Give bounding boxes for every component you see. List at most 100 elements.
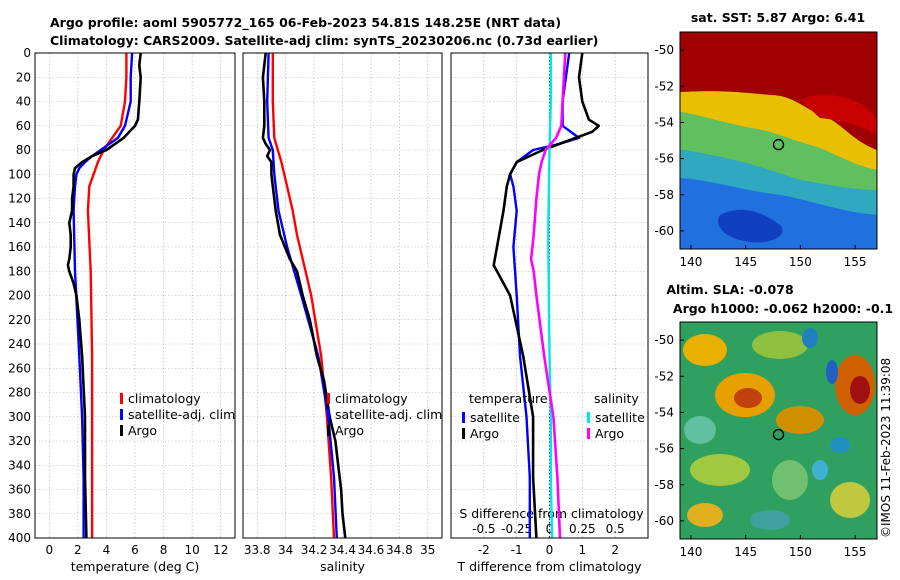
x-tick-label: -1 [511,543,523,557]
x-tick-label: 34.2 [301,543,328,557]
y-tick-label: 380 [8,507,31,521]
series-climatology [271,53,336,539]
map-x-tick-label: 145 [734,545,757,559]
map-y-tick-label: -56 [654,152,674,166]
x-tick-label: 0 [546,543,554,557]
map-y-tick-label: -52 [654,79,674,93]
x-tick-label: 0 [45,543,53,557]
map-y-tick-label: -60 [654,514,674,528]
map-x-tick-label: 155 [844,545,867,559]
y-tick-label: 280 [8,386,31,400]
series-satellite-adj-clim [72,52,134,538]
map-y-tick-label: -54 [654,405,674,419]
map-y-tick-label: -54 [654,115,674,129]
sla-map-title-1: Altim. SLA: -0.078 [666,282,793,297]
s-tick-label: 0.25 [569,522,596,536]
legend-swatch [327,393,330,404]
sst-map-title: sat. SST: 5.87 Argo: 6.41 [691,10,865,25]
temperature-panel: 0204060801001201401601802002202402602803… [8,46,236,574]
sla-map: Altim. SLA: -0.078 Argo h1000: -0.062 h2… [654,282,893,559]
y-tick-label: 80 [16,143,31,157]
series-argo [66,52,142,539]
x-tick-label: 12 [213,543,228,557]
map-y-tick-label: -58 [654,478,674,492]
x-tick-label: 34.6 [358,543,385,557]
x-tick-label: 35 [420,543,435,557]
map-x-tick-label: 145 [734,255,757,269]
y-tick-label: 360 [8,483,31,497]
y-tick-label: 100 [8,167,31,181]
map-y-tick-label: -50 [654,333,674,347]
x-axis-label: salinity [320,559,365,574]
x-tick-label: 8 [160,543,168,557]
sla-argo-marker [772,428,785,441]
x-tick-label: 1 [579,543,587,557]
x-tick-label: 33.8 [244,543,271,557]
series-climatology [86,53,128,538]
x-tick-label: 2 [74,543,82,557]
y-tick-label: 20 [16,70,31,84]
legend-swatch [462,412,465,423]
y-tick-label: 160 [8,240,31,254]
s-tick-label: -0.5 [472,522,495,536]
legend-swatch [120,425,123,436]
legend-label: climatology [128,391,201,406]
map-x-tick-label: 140 [679,545,702,559]
y-tick-label: 180 [8,264,31,278]
y-tick-label: 220 [8,313,31,327]
legend-label: Argo [470,426,499,441]
legend-title-salinity: salinity [594,391,639,406]
y-tick-label: 400 [8,531,31,545]
series-s-argo [529,52,567,539]
s-tick-label: 0.5 [606,522,625,536]
x-tick-label: 34.8 [386,543,413,557]
legend-swatch [462,428,465,439]
y-tick-label: 140 [8,216,31,230]
legend-swatch [327,409,330,420]
legend-label: satellite-adj. clim [335,407,442,422]
legend-swatch [587,428,590,439]
legend-label: climatology [335,391,408,406]
sst-argo-marker [772,138,785,151]
legend-label: satellite [470,410,520,425]
x-axis-label: T difference from climatology [456,559,642,574]
timestamp: ©IMOS 11-Feb-2023 11:39:08 [879,358,893,538]
map-y-tick-label: -60 [654,224,674,238]
y-tick-label: 260 [8,361,31,375]
series-argo [261,52,347,539]
x-tick-label: 4 [103,543,111,557]
y-tick-label: 200 [8,289,31,303]
legend-swatch [587,412,590,423]
map-x-tick-label: 150 [789,255,812,269]
y-tick-label: 320 [8,434,31,448]
map-y-tick-label: -58 [654,188,674,202]
map-y-tick-label: -50 [654,43,674,57]
salinity-panel: 33.8 34 34.2 34.4 34.6 34.8 35 salinity climatol… [242,52,443,574]
legend-swatch [120,393,123,404]
y-tick-label: 40 [16,95,31,109]
legend-label: Argo [335,423,364,438]
map-x-tick-label: 140 [679,255,702,269]
map-x-tick-label: 155 [844,255,867,269]
legend-label: Argo [595,426,624,441]
x-axis-label: temperature (deg C) [71,559,200,574]
y-tick-label: 240 [8,337,31,351]
y-tick-label: 300 [8,410,31,424]
legend-swatch [120,409,123,420]
y-tick-label: 340 [8,458,31,472]
title-line2: Climatology: CARS2009. Satellite-adj cli… [50,33,598,49]
y-tick-label: 120 [8,192,31,206]
sla-map-title-2: Argo h1000: -0.062 h2000: -0.1 [673,301,893,316]
map-y-tick-label: -52 [654,369,674,383]
map-x-tick-label: 150 [789,545,812,559]
legend-label: satellite [595,410,645,425]
sst-map: sat. SST: 5.87 Argo: 6.41 140 145 150 155 -5… [654,10,878,269]
x-tick-label: -2 [478,543,490,557]
x-tick-label: 2 [611,543,619,557]
title-line1: Argo profile: aoml 5905772_165 06-Feb-20… [50,15,561,31]
s-tick-label: 0 [546,522,554,536]
series-s-satellite [547,53,554,539]
x-tick-label: 34.4 [329,543,356,557]
